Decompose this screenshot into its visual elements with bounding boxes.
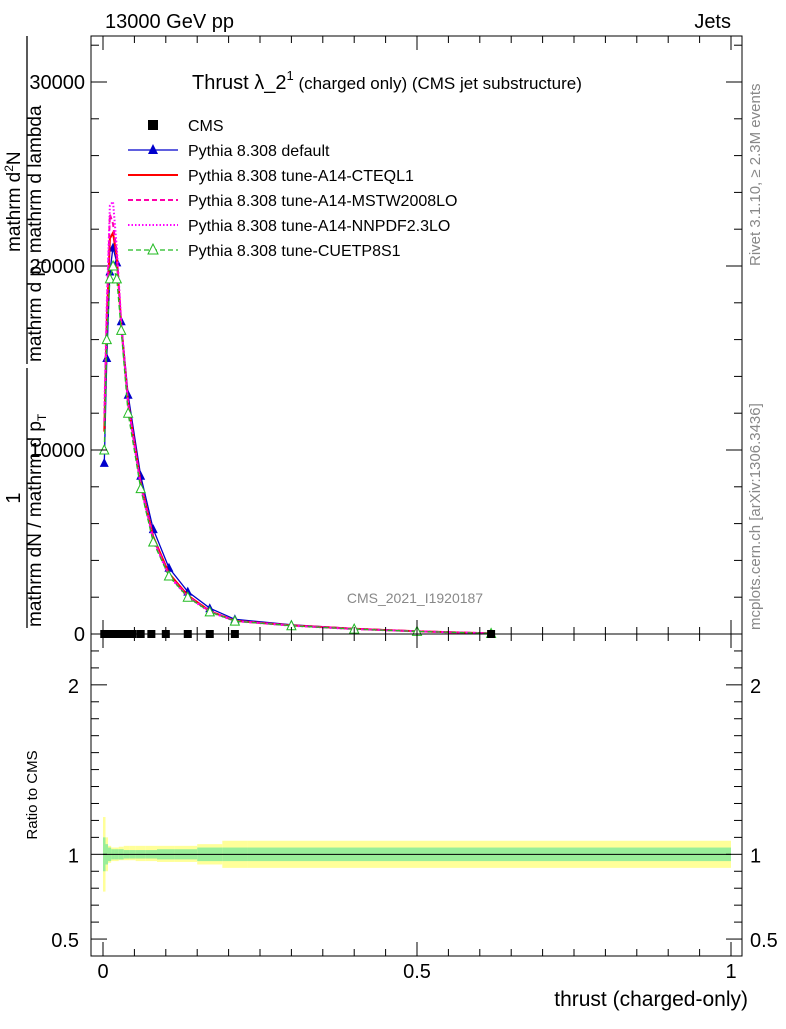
- ratio-y-tick-label-left: 0.5: [51, 930, 79, 952]
- ylabel-denom2-rest: mathrm d lambda: [25, 105, 46, 259]
- ratio-y-tick-label-left: 1: [68, 845, 79, 867]
- ylabel-numer1: 1: [3, 492, 25, 503]
- plot-title-sub: (charged only) (CMS jet substructure): [294, 74, 582, 93]
- series-line-2: [103, 229, 492, 635]
- ylabel-numer2-sup: 2: [2, 165, 16, 172]
- series-line-1: [103, 247, 492, 635]
- legend-label-4: Pythia 8.308 tune-A14-NNPDF2.3LO: [188, 218, 450, 235]
- series-line-3: [103, 214, 492, 635]
- ylabel-denom1-text: mathrm dN / mathrm d p: [25, 421, 46, 627]
- series-5-point: [147, 535, 159, 547]
- legend-label-5: Pythia 8.308 tune-CUETP8S1: [188, 243, 401, 260]
- legend-label-0: CMS: [188, 118, 224, 135]
- ylabel-numer2-text: mathrm d: [4, 172, 25, 252]
- mcplots-label: mcplots.cern.ch [arXiv:1306.3436]: [747, 403, 764, 630]
- ylabel-denom2: mathrm d pT mathrm d lambda: [25, 105, 49, 362]
- x-axis-label: thrust (charged-only): [554, 988, 748, 1011]
- legend-marker-5: [147, 242, 159, 255]
- x-tick-label: 1: [725, 961, 736, 983]
- series-5-point: [182, 591, 194, 602]
- y-tick-label: 20000: [29, 256, 85, 278]
- ylabel-denom2-sub: T: [35, 258, 49, 266]
- x-tick-label: 0: [97, 961, 108, 983]
- legend-label-3: Pythia 8.308 tune-A14-MSTW2008LO: [188, 193, 457, 210]
- ratio-panel-frame: [90, 633, 743, 957]
- main-axis-ticks: 0 10000 20000 30000: [29, 36, 742, 646]
- legend: CMS Pythia 8.308 default Pythia 8.308 tune…: [128, 118, 457, 260]
- header-energy-label: 13000 GeV pp: [105, 11, 234, 33]
- ylabel-denom2-text: mathrm d p: [25, 266, 46, 362]
- ratio-axis-ticks: 0.5 0.5 1 1 2 2 0 0.5 1: [51, 634, 778, 983]
- main-series-group: [98, 199, 497, 638]
- series-1-point: [99, 457, 109, 467]
- series-line-4: [103, 199, 492, 635]
- plot-title-main: Thrust λ_2: [192, 72, 286, 94]
- series-5-point: [111, 272, 123, 284]
- ylabel-denom1: mathrm dN / mathrm d pT: [25, 413, 49, 627]
- ratio-y-tick-label-right: 2: [750, 676, 761, 698]
- series-5-point: [122, 407, 134, 418]
- series-line-5: [103, 263, 492, 635]
- series-5-point: [115, 324, 127, 335]
- y-tick-label: 30000: [29, 72, 85, 94]
- header-jets-label: Jets: [694, 11, 731, 33]
- series-5-point: [163, 569, 175, 581]
- series-5-point: [135, 482, 146, 494]
- series-5-point: [107, 259, 119, 271]
- x-tick-label: 0.5: [403, 961, 431, 983]
- series-5-point: [104, 272, 116, 284]
- ratio-y-tick-label-right: 0.5: [750, 930, 778, 952]
- plot-title: Thrust λ_21 (charged only) (CMS jet subs…: [192, 68, 582, 94]
- legend-label-1: Pythia 8.308 default: [188, 143, 330, 160]
- plot-title-sup: 1: [286, 68, 293, 83]
- ratio-ylabel: Ratio to CMS: [24, 750, 41, 839]
- ylabel-numer2: mathrm d2N: [2, 151, 25, 252]
- analysis-watermark: CMS_2021_I1920187: [347, 590, 483, 606]
- y-tick-label: 0: [74, 624, 85, 646]
- legend-marker-1: [148, 144, 158, 154]
- legend-label-2: Pythia 8.308 tune-A14-CTEQL1: [188, 168, 414, 185]
- rivet-label: Rivet 3.1.10, ≥ 2.3M events: [747, 84, 764, 267]
- series-5-point: [204, 605, 216, 617]
- series-5-point: [101, 333, 113, 345]
- y-tick-label: 10000: [29, 440, 85, 462]
- series-5-point: [229, 615, 241, 626]
- ylabel-numer2-rest: N: [4, 151, 25, 165]
- legend-cms-marker: [148, 120, 158, 130]
- main-ylabel: 1 mathrm dN / mathrm d pT mathrm d2N mat…: [2, 36, 49, 628]
- ylabel-denom1-sub: T: [35, 413, 49, 421]
- ratio-y-tick-label-left: 2: [68, 676, 79, 698]
- ratio-y-tick-label-right: 1: [750, 845, 761, 867]
